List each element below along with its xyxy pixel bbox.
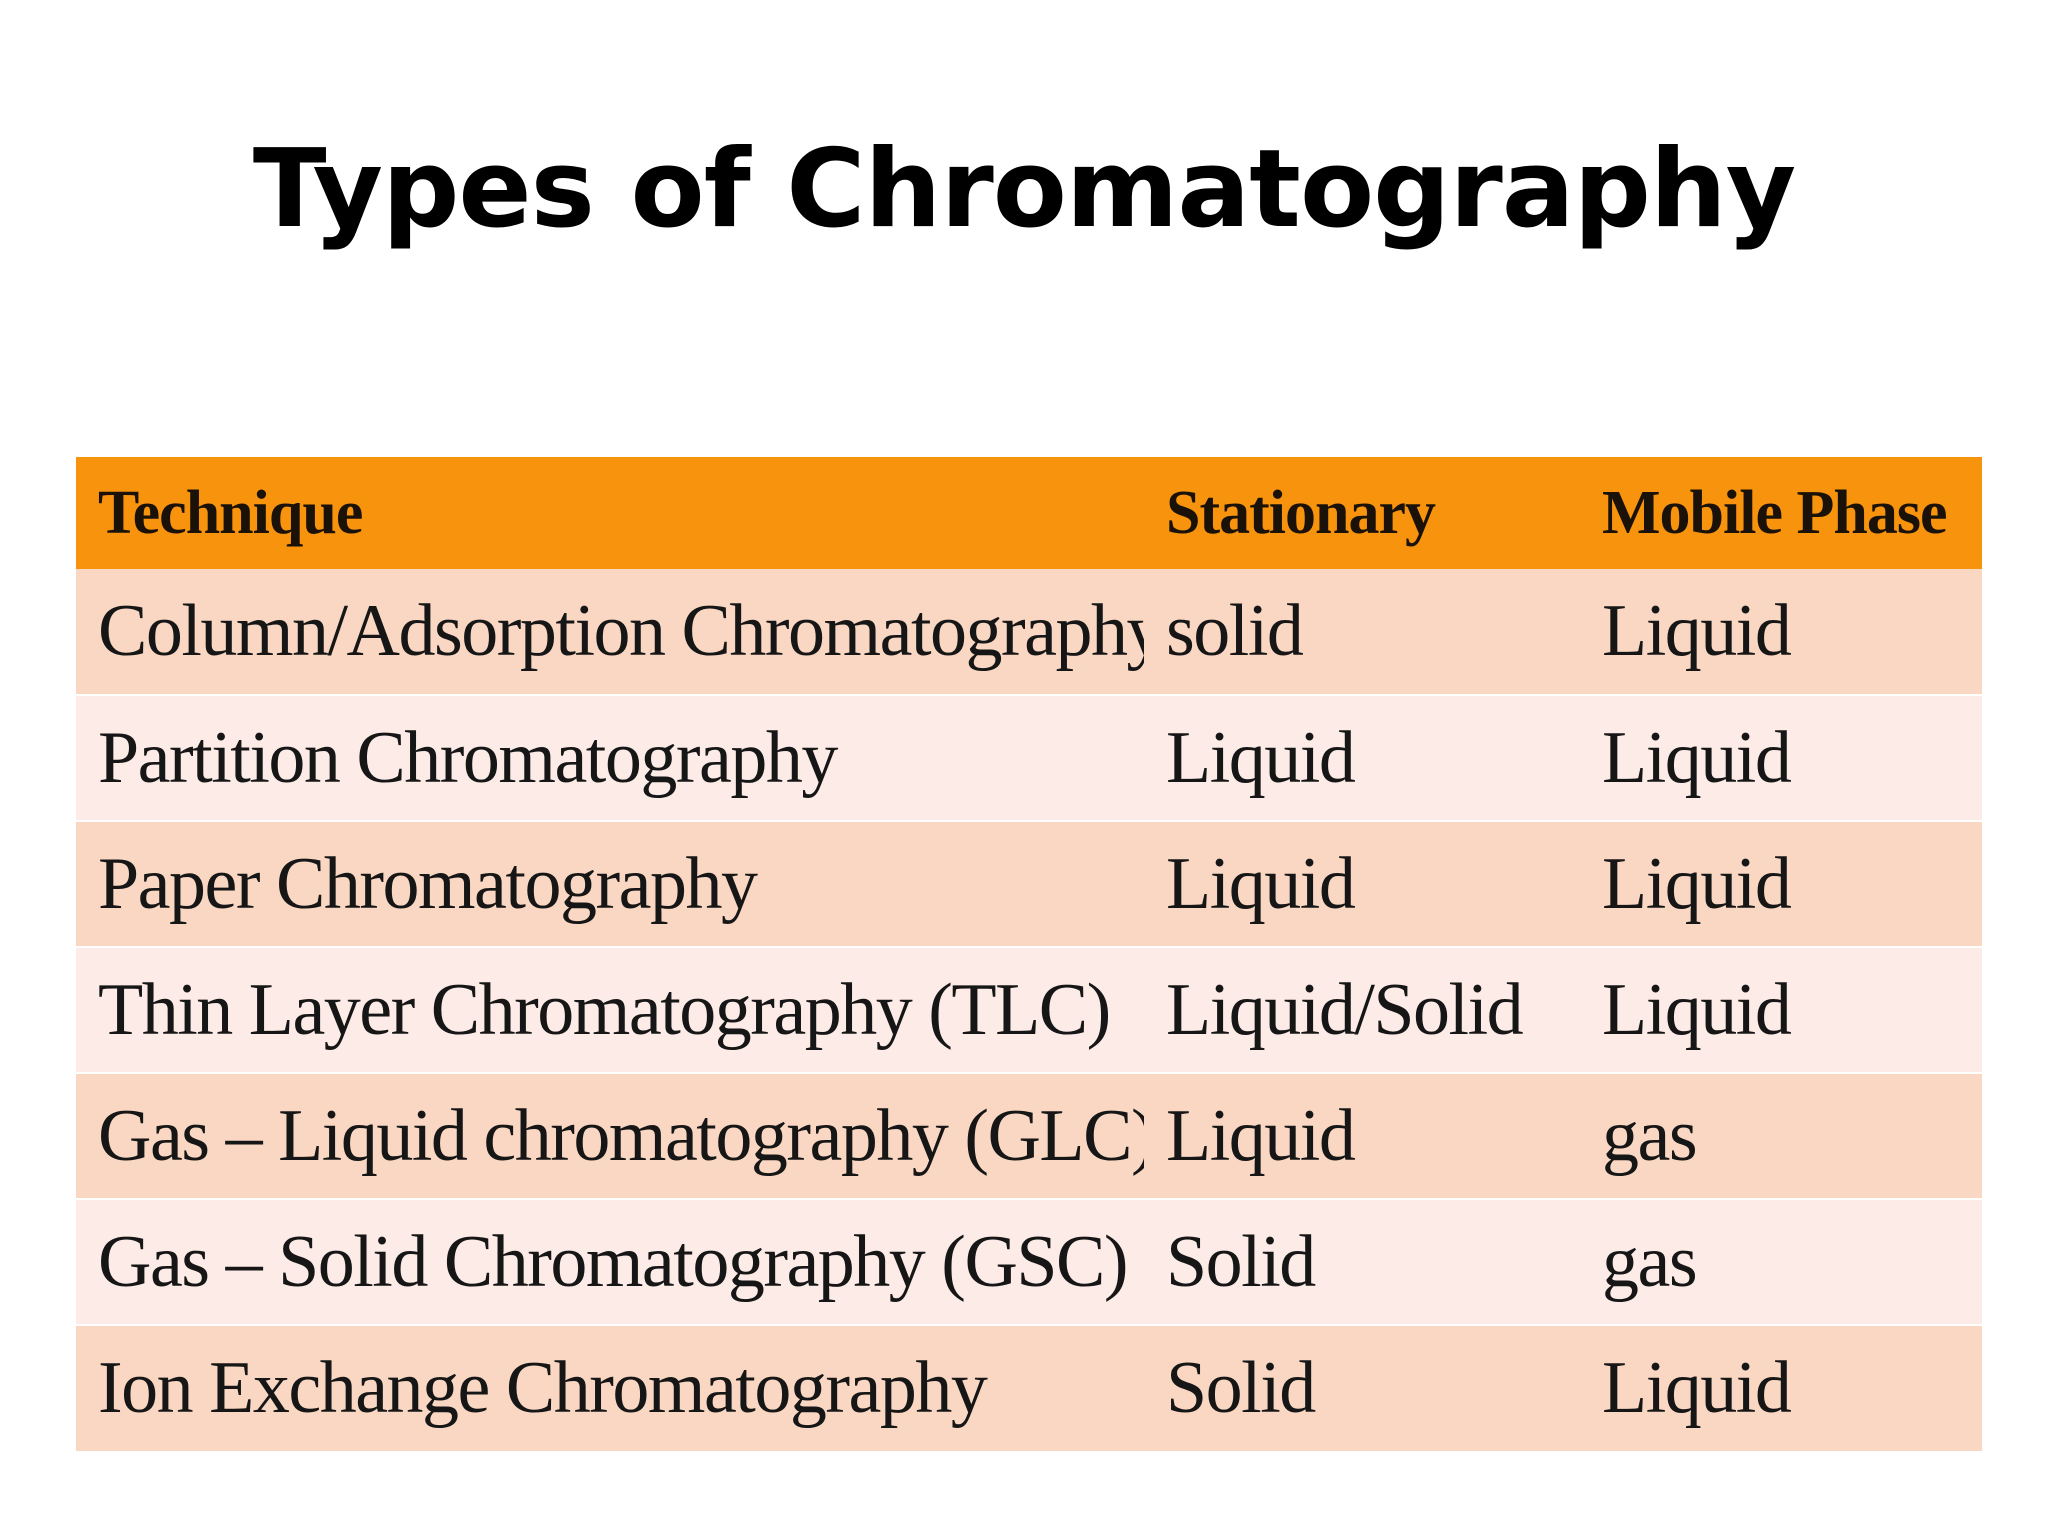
chromatography-table: Technique Stationary Mobile Phase Column…	[76, 457, 1982, 1451]
stationary-cell: Liquid	[1144, 1073, 1580, 1200]
page-title: Types of Chromatography	[252, 127, 1796, 252]
mobile-phase-cell: Liquid	[1580, 947, 1982, 1074]
mobile-phase-cell: Liquid	[1580, 569, 1982, 696]
chromatography-table-container: Technique Stationary Mobile Phase Column…	[76, 457, 1982, 1451]
column-header-technique: Technique	[98, 478, 363, 547]
stationary-cell: solid	[1144, 569, 1580, 696]
mobile-phase-cell: Liquid	[1580, 821, 1982, 948]
technique-cell: Ion Exchange Chromatography	[98, 1347, 988, 1429]
stationary-cell: Liquid	[1144, 695, 1580, 822]
mobile-phase-cell: gas	[1580, 1199, 1982, 1326]
technique-cell: Paper Chromatography	[76, 821, 1144, 948]
mobile-phase-cell: gas	[1580, 1073, 1982, 1200]
table-row: Gas – Solid Chromatography (GSC) Solid g…	[76, 1199, 1982, 1326]
table-header-row: Technique Stationary Mobile Phase	[76, 457, 1982, 569]
stationary-cell: Solid	[1144, 1199, 1580, 1326]
technique-cell: Column/Adsorption Chromatography	[76, 569, 1144, 696]
mobile-phase-cell: Liquid	[1580, 695, 1982, 822]
table-row: Paper Chromatography Liquid Liquid	[76, 821, 1982, 948]
technique-cell: Gas – Liquid chromatography (GLC)	[76, 1073, 1144, 1200]
technique-cell: Gas – Solid Chromatography (GSC)	[76, 1199, 1144, 1326]
technique-cell: Partition Chromatography	[76, 695, 1144, 822]
column-header-stationary: Stationary	[1166, 478, 1436, 547]
stationary-cell: Liquid	[1144, 821, 1580, 948]
technique-cell: Thin Layer Chromatography (TLC)	[76, 947, 1144, 1074]
table-row: Gas – Liquid chromatography (GLC) Liquid…	[76, 1073, 1982, 1200]
table-row: Partition Chromatography Liquid Liquid	[76, 695, 1982, 822]
table-row: Thin Layer Chromatography (TLC) Liquid/S…	[76, 947, 1982, 1074]
column-header-mobile-phase: Mobile Phase	[1602, 478, 1947, 547]
stationary-cell: Solid	[1166, 1347, 1316, 1429]
table-row: Ion Exchange Chromatography Solid Liquid	[76, 1325, 1982, 1451]
mobile-phase-cell: Liquid	[1602, 1347, 1792, 1429]
stationary-cell: Liquid/Solid	[1144, 947, 1580, 1074]
table-row: Column/Adsorption Chromatography solid L…	[76, 569, 1982, 696]
